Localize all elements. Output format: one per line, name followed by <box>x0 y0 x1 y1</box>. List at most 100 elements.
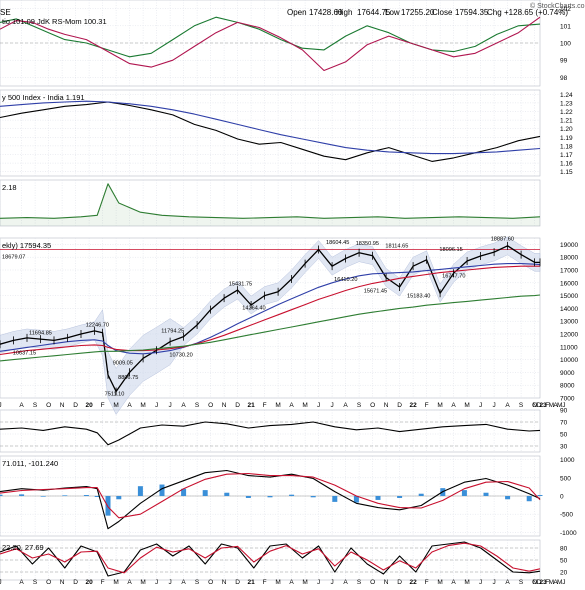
xtick-0-25: A <box>343 402 348 409</box>
ytick-macd-4: -1000 <box>560 530 577 537</box>
xtick-1-37: A <box>505 579 510 585</box>
macd-hist-bar-11 <box>202 490 208 496</box>
macd-hist-bar-16 <box>310 496 316 498</box>
series-ratio-0 <box>0 101 541 162</box>
xtick-1-30: 22 <box>409 579 417 585</box>
ytick-stoch-1: 50 <box>560 558 568 565</box>
xtick-1-7: F <box>101 579 105 585</box>
ytick-ratio-9: 1.15 <box>560 169 573 176</box>
panel-title-adx: 2.18 <box>2 183 17 192</box>
ytick-ratio-8: 1.16 <box>560 161 573 168</box>
xtick-0-28: N <box>384 402 389 409</box>
xtick-tail-0-3: F <box>545 402 549 409</box>
macd-hist-bar-23 <box>461 490 467 496</box>
panel-title-rrg: tio 101.09 JdK RS-Mom 100.31 <box>2 17 107 26</box>
ytick-ratio-1: 1.23 <box>560 100 573 107</box>
xtick-tail-1-2: 23 <box>539 579 547 585</box>
ytick-rsi-0: 90 <box>560 408 568 415</box>
xtick-1-32: M <box>437 579 442 585</box>
xtick-1-36: J <box>492 579 495 585</box>
xtick-0-20: M <box>275 402 280 409</box>
xtick-tail-1-3: F <box>545 579 549 585</box>
xtick-0-1: A <box>19 402 24 409</box>
xtick-1-26: S <box>357 579 362 585</box>
xtick-tail-1-7: J <box>562 579 565 585</box>
series-price-1 <box>0 263 541 355</box>
ytick-price-9: 10000 <box>560 357 578 364</box>
xtick-0-13: A <box>181 402 186 409</box>
xtick-1-25: A <box>343 579 348 585</box>
header-open-val: 17428.60 <box>309 8 343 17</box>
macd-hist-bar-0 <box>0 494 3 496</box>
xtick-0-33: A <box>451 402 456 409</box>
xtick-1-9: A <box>127 579 132 585</box>
xtick-tail-1-1: D <box>537 579 542 585</box>
xtick-1-31: F <box>425 579 429 585</box>
header-chg-val: +128.65 (+0.74%) <box>504 8 568 17</box>
macd-hist-bar-8 <box>137 486 143 496</box>
xtick-1-28: N <box>384 579 389 585</box>
xtick-0-3: O <box>46 402 51 409</box>
panel-title-stoch: 22.20, 27.69 <box>2 543 44 552</box>
macd-hist-bar-7 <box>116 496 122 500</box>
ytick-rsi-3: 30 <box>560 444 568 451</box>
xtick-0-8: M <box>113 402 118 409</box>
ytick-price-5: 14000 <box>560 306 578 313</box>
ytick-rsi-1: 70 <box>560 420 568 427</box>
xtick-0-31: F <box>425 402 429 409</box>
price-annotation-5: 8806.75 <box>118 375 138 381</box>
price-annotation-17: 16747.70 <box>442 274 465 280</box>
series-rrg-1 <box>0 16 541 72</box>
xtick-0-0: J <box>0 402 2 409</box>
macd-hist-bar-17 <box>332 496 338 502</box>
xtick-0-21: A <box>289 402 294 409</box>
xtick-tail-0-0: N <box>532 402 537 409</box>
macd-hist-bar-21 <box>418 493 424 496</box>
xtick-1-18: 21 <box>247 579 255 585</box>
xtick-1-21: A <box>289 579 294 585</box>
series-price-3 <box>0 294 541 362</box>
macd-hist-bar-10 <box>181 488 187 496</box>
xtick-1-6: 20 <box>85 579 93 585</box>
xtick-1-17: D <box>235 579 240 585</box>
xtick-0-10: M <box>140 402 145 409</box>
ytick-price-11: 8000 <box>560 383 575 390</box>
macd-hist-bar-19 <box>375 496 381 500</box>
xtick-0-23: J <box>317 402 320 409</box>
price-annotation-15: 15671.45 <box>364 288 387 294</box>
macd-hist-bar-2 <box>40 496 46 497</box>
xtick-0-17: D <box>235 402 240 409</box>
macd-hist-bar-15 <box>289 494 295 496</box>
xtick-0-5: D <box>73 402 78 409</box>
header-low-val: 17255.20 <box>401 8 435 17</box>
panel-frame-adx <box>0 179 541 227</box>
xtick-0-24: J <box>330 402 333 409</box>
xtick-1-15: O <box>208 579 213 585</box>
xtick-0-2: S <box>33 402 38 409</box>
price-annotation-11: 18604.45 <box>326 240 349 246</box>
xtick-1-2: S <box>33 579 38 585</box>
price-annotation-19: 18887.60 <box>491 237 514 243</box>
ytick-price-1: 18000 <box>560 255 578 262</box>
ytick-rsi-2: 50 <box>560 432 568 439</box>
xtick-1-33: A <box>451 579 456 585</box>
ytick-price-8: 11000 <box>560 344 578 351</box>
price-band <box>0 236 541 415</box>
price-annotation-3: 10637.15 <box>13 350 36 356</box>
series-stoch-1 <box>0 542 541 574</box>
xtick-1-27: O <box>370 579 375 585</box>
macd-hist-bar-24 <box>483 492 489 496</box>
xtick-1-13: A <box>181 579 186 585</box>
macd-hist-bar-9 <box>159 484 165 496</box>
macd-hist-bar-4 <box>83 495 89 496</box>
price-annotation-6: 7511.10 <box>105 391 125 397</box>
macd-hist-bar-12 <box>224 492 230 496</box>
xtick-0-38: S <box>519 402 524 409</box>
xtick-tail-0-7: J <box>562 402 565 409</box>
ytick-macd-1: 500 <box>560 475 571 482</box>
xtick-0-19: F <box>263 402 267 409</box>
xtick-1-24: J <box>330 579 333 585</box>
price-annotation-4: 9009.05 <box>113 361 133 367</box>
